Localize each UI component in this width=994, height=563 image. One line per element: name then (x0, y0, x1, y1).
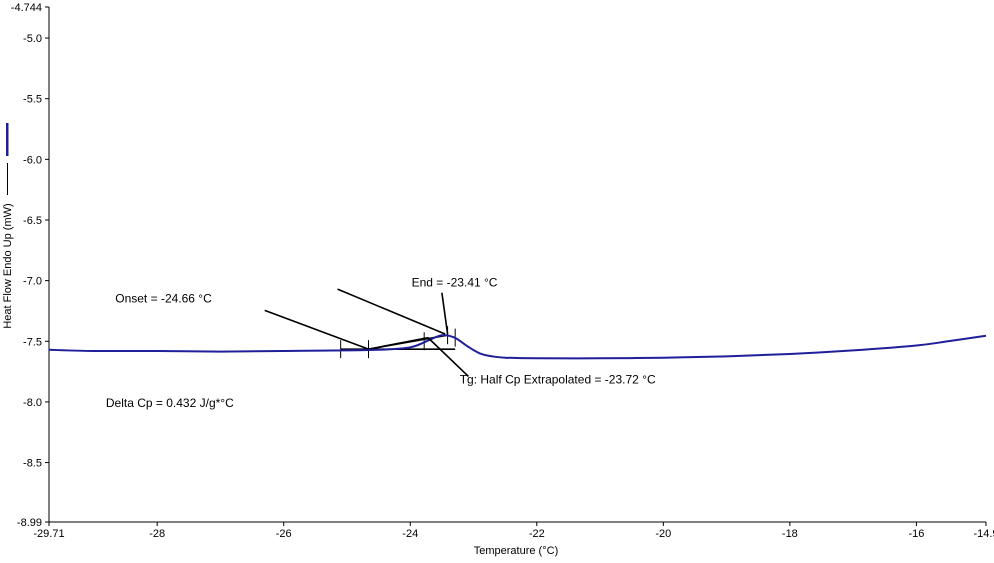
construction-line (368, 336, 429, 350)
x-tick-label: -24 (402, 528, 418, 540)
x-tick-label: -20 (655, 528, 671, 540)
y-tick-label: -5.5 (23, 94, 42, 106)
y-axis-title: Heat Flow Endo Up (mW) (2, 203, 14, 328)
y-tick-label: -4.744 (11, 2, 42, 14)
legend-series-swatch (6, 123, 9, 156)
y-tick-label: -6.0 (23, 154, 42, 166)
y-tick-label: -8.99 (17, 517, 42, 529)
x-axis-title: Temperature (°C) (474, 545, 558, 557)
label-layer: -29.71 -28 -26 -24 -22 -20 -18 -16 -14.9 -8.99 -8.… (11, 2, 994, 540)
x-tick-label: -22 (529, 528, 545, 540)
annotation-layer: Onset = -24.66 °C End = -23.41 °C Tg: Half… (106, 276, 656, 410)
annotation-leader-line (427, 337, 470, 378)
y-tick-label: -8.0 (23, 397, 42, 409)
annotation-leader-line (441, 292, 449, 335)
onset-annotation-label: Onset = -24.66 °C (115, 291, 212, 305)
y-tick-label: -5.0 (23, 33, 42, 45)
y-tick-label: -7.5 (23, 336, 42, 348)
annotation-leader-line (264, 309, 369, 350)
end-annotation-label: End = -23.41 °C (412, 276, 498, 290)
heat-flow-series-line (48, 334, 987, 360)
series-layer (48, 334, 987, 360)
x-tick-label: -26 (276, 528, 292, 540)
x-tick-label: -28 (149, 528, 165, 540)
axes-layer (45, 6, 987, 526)
x-tick-label: -16 (908, 528, 924, 540)
annotation-leader-line (337, 288, 446, 335)
x-tick-label: -18 (782, 528, 798, 540)
x-tick-label: -14.9 (973, 528, 994, 540)
y-tick-label: -6.5 (23, 215, 42, 227)
y-tick-label: -7.0 (23, 276, 42, 288)
x-tick-label: -29.71 (33, 528, 64, 540)
delta_cp-annotation-label: Delta Cp = 0.432 J/g*°C (106, 396, 234, 410)
y-tick-label: -8.5 (23, 458, 42, 470)
tg-annotation-label: Tg: Half Cp Extrapolated = -23.72 °C (460, 373, 656, 387)
